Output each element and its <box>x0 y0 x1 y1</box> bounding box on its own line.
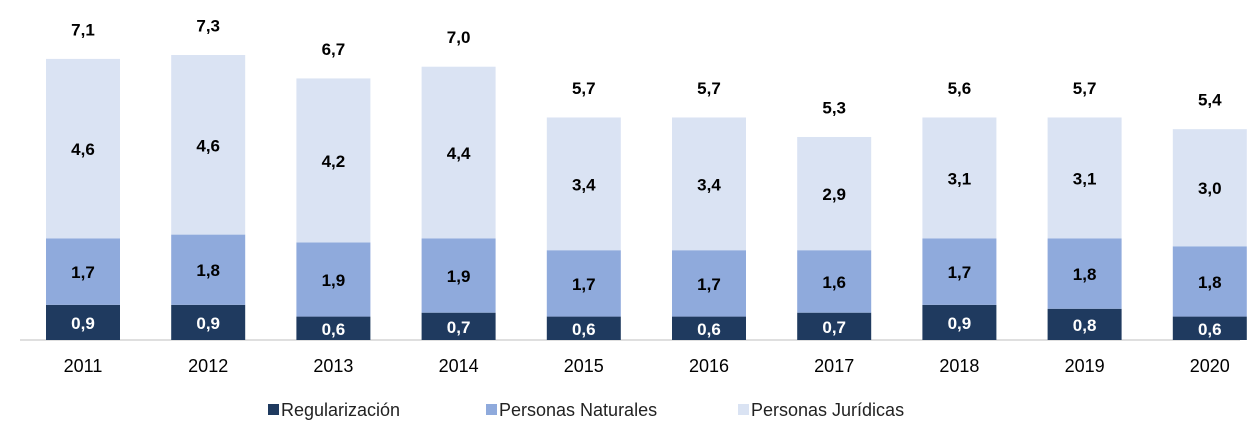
value-label: 0,9 <box>948 314 972 333</box>
x-tick-label: 2019 <box>1065 356 1105 376</box>
bar-segment <box>1172 129 1247 247</box>
value-label: 0,9 <box>196 314 220 333</box>
value-label: 1,8 <box>1073 265 1097 284</box>
total-label: 5,4 <box>1198 91 1222 110</box>
value-label: 4,4 <box>447 144 471 163</box>
value-label: 0,6 <box>697 320 721 339</box>
total-label: 7,1 <box>71 20 95 39</box>
legend-label: Personas Jurídicas <box>751 400 904 420</box>
legend-swatch <box>268 404 279 415</box>
value-label: 1,9 <box>322 271 346 290</box>
value-label: 0,6 <box>572 320 596 339</box>
legend-swatch <box>738 404 749 415</box>
bar-segment <box>672 117 746 251</box>
bar-segment <box>922 238 997 305</box>
value-label: 3,4 <box>572 175 596 194</box>
value-label: 1,7 <box>572 275 596 294</box>
bar-segment <box>1047 117 1122 239</box>
x-tick-label: 2018 <box>939 356 979 376</box>
value-label: 1,7 <box>71 263 95 282</box>
legend-label: Personas Naturales <box>499 400 657 420</box>
bar-segment <box>296 242 371 317</box>
total-label: 5,7 <box>1073 79 1097 98</box>
bar-segment <box>296 78 371 243</box>
value-label: 1,8 <box>196 261 220 280</box>
total-label: 5,7 <box>572 79 596 98</box>
total-label: 5,3 <box>822 98 846 117</box>
value-label: 3,4 <box>697 175 721 194</box>
bar-segment <box>672 316 746 340</box>
x-tick-label: 2014 <box>439 356 479 376</box>
bar-segment <box>421 312 496 340</box>
value-label: 4,2 <box>322 152 346 171</box>
bar-segment <box>922 304 997 340</box>
bar-segment <box>1172 316 1247 340</box>
bar-segment <box>922 117 997 239</box>
value-label: 0,7 <box>447 318 471 337</box>
bar-segment <box>797 136 872 251</box>
legend-label: Regularización <box>281 400 400 420</box>
x-tick-label: 2020 <box>1190 356 1230 376</box>
x-tick-label: 2015 <box>564 356 604 376</box>
bar-segment <box>46 238 120 305</box>
bar-segment <box>797 250 872 313</box>
value-label: 1,9 <box>447 267 471 286</box>
bar-segment <box>46 58 120 239</box>
value-label: 0,9 <box>71 314 95 333</box>
total-label: 6,7 <box>322 40 346 59</box>
value-label: 1,7 <box>948 263 972 282</box>
value-label: 1,8 <box>1198 273 1222 292</box>
value-label: 0,6 <box>1198 320 1222 339</box>
bar-segment <box>672 250 746 317</box>
value-label: 1,7 <box>697 275 721 294</box>
total-label: 5,6 <box>948 79 972 98</box>
bar-segment <box>1047 308 1122 340</box>
value-label: 3,1 <box>948 169 972 188</box>
bar-segment <box>1172 246 1247 317</box>
x-tick-label: 2017 <box>814 356 854 376</box>
value-label: 0,8 <box>1073 316 1097 335</box>
x-tick-label: 2016 <box>689 356 729 376</box>
bar-segment <box>296 316 371 340</box>
value-label: 2,9 <box>822 185 846 204</box>
value-label: 3,1 <box>1073 169 1097 188</box>
bar-segment <box>1047 238 1122 309</box>
bar-segment <box>46 304 120 340</box>
bar-segment <box>797 312 872 340</box>
x-tick-label: 2011 <box>64 356 103 376</box>
bar-segment <box>421 66 496 239</box>
value-label: 1,6 <box>822 273 846 292</box>
value-label: 4,6 <box>196 136 220 155</box>
value-label: 3,0 <box>1198 179 1222 198</box>
legend-swatch <box>486 404 497 415</box>
x-tick-label: 2012 <box>188 356 228 376</box>
total-label: 7,0 <box>447 28 471 47</box>
bar-segment <box>421 238 496 313</box>
bar-segment <box>546 250 621 317</box>
total-label: 5,7 <box>697 79 721 98</box>
bar-segment <box>546 117 621 251</box>
bar-segment <box>171 55 246 235</box>
value-label: 4,6 <box>71 140 95 159</box>
bar-segment <box>546 316 621 340</box>
value-label: 0,7 <box>822 318 846 337</box>
x-tick-label: 2013 <box>313 356 353 376</box>
value-label: 0,6 <box>322 320 346 339</box>
bar-segment <box>171 304 246 340</box>
total-label: 7,3 <box>196 16 220 35</box>
bar-segment <box>171 234 246 305</box>
